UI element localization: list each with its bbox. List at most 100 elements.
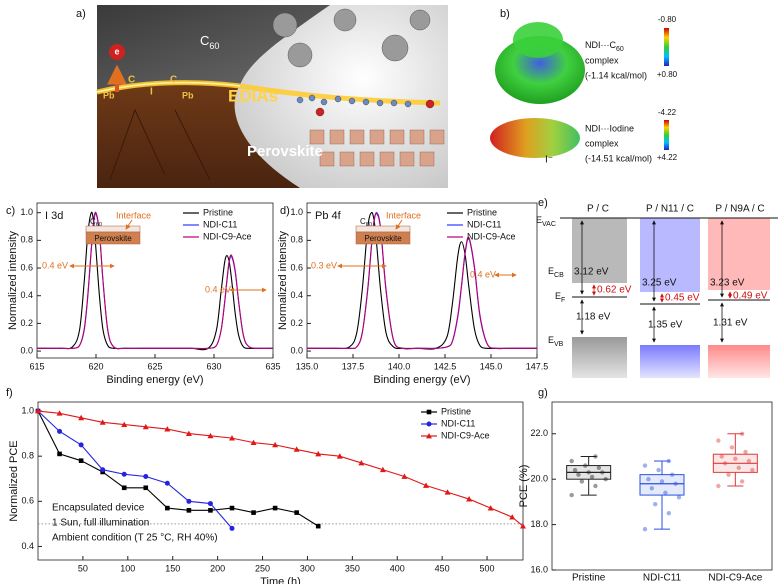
- esp-surface: [495, 36, 585, 104]
- data-point: [579, 479, 585, 484]
- scale-label: +0.80: [657, 70, 678, 79]
- edia-chain: [296, 94, 435, 117]
- annotation: 0.4 eV: [42, 260, 68, 270]
- marker: [293, 446, 300, 452]
- data-point: [722, 461, 728, 466]
- marker: [142, 423, 149, 430]
- interface-line: [96, 81, 241, 93]
- inset-layer-label: C60: [90, 217, 102, 228]
- inset-layer-label: C60: [360, 217, 372, 228]
- vb-block: [640, 345, 700, 378]
- data-point: [746, 458, 752, 464]
- data-point: [716, 483, 721, 489]
- x-tick-label: 145.0: [480, 361, 503, 371]
- series-line: [37, 410, 319, 527]
- red-arrows: [592, 284, 732, 303]
- marker: [121, 421, 128, 427]
- plot-frame: [551, 401, 773, 571]
- marker: [315, 523, 321, 529]
- marker: [466, 496, 473, 502]
- inset-label: Interface: [116, 210, 151, 220]
- esp-surface: [490, 118, 580, 158]
- marker: [186, 498, 192, 504]
- x-tick-label: 142.5: [434, 361, 457, 371]
- x-axis-title: Time (h): [260, 576, 301, 584]
- c60-label: C60: [200, 33, 219, 51]
- energy-value: 3.23 eV: [710, 278, 745, 289]
- panel-label: f): [6, 387, 13, 399]
- marker: [56, 410, 63, 416]
- legend-label: NDI-C9-Ace: [203, 231, 252, 241]
- level-sub: F: [561, 297, 565, 304]
- column-label: P / N11 / C: [646, 204, 694, 215]
- electron: [109, 44, 125, 60]
- data-point: [666, 511, 671, 516]
- data-point: [719, 454, 724, 459]
- energy-offset: 0.49 eV: [733, 291, 768, 302]
- y-tick-label: 22.0: [530, 428, 548, 438]
- esp-text: (-1.14 kcal/mol): [585, 70, 647, 80]
- grain-boundary: [109, 108, 211, 181]
- data-point: [733, 456, 738, 461]
- y-tick-label: 0.4: [21, 541, 34, 551]
- marker: [57, 451, 62, 457]
- marker: [358, 459, 365, 466]
- energy-value: 1.31 eV: [713, 318, 748, 329]
- c60-region: [97, 5, 330, 90]
- marker: [185, 430, 192, 436]
- data-point: [750, 467, 755, 473]
- y-tick-label: 20.0: [530, 474, 548, 484]
- data-point: [716, 438, 721, 443]
- data-point: [663, 490, 668, 496]
- data-point: [659, 479, 665, 484]
- c60-main: C: [200, 33, 209, 48]
- chart-title: I 3d: [45, 210, 63, 222]
- marker: [207, 432, 214, 439]
- data-point: [739, 479, 745, 484]
- x-tick-label: 500: [480, 563, 495, 573]
- y-tick-label: 0.8: [20, 235, 33, 245]
- marker: [401, 473, 408, 479]
- marker: [229, 435, 235, 441]
- data-point: [596, 465, 602, 471]
- annotation: Encapsulated device: [52, 503, 145, 514]
- esp-text: NDI···C60: [585, 40, 624, 53]
- y-tick-label: 18.0: [530, 519, 548, 529]
- marker: [57, 428, 63, 434]
- x-tick-label: 100: [120, 563, 135, 573]
- inset-arrow: [395, 219, 403, 230]
- esp-text-sub: 60: [616, 46, 624, 53]
- y-tick-label: 0.8: [21, 451, 34, 461]
- scale-label: -4.22: [658, 108, 677, 117]
- x-tick-label: 350: [345, 563, 360, 573]
- panel-label: c): [6, 205, 15, 217]
- data-point: [743, 449, 748, 455]
- legend-label: NDI-C11: [467, 219, 501, 229]
- marker: [143, 485, 149, 491]
- y-tick-label: 0.0: [20, 345, 33, 355]
- atom-labels: Pb C I C Pb: [103, 75, 194, 101]
- data-point: [673, 481, 678, 486]
- data-point: [569, 492, 574, 498]
- inset-perovskite-layer: [355, 231, 411, 245]
- panel-label: e): [538, 197, 548, 209]
- y-tick-label: 0.6: [20, 262, 33, 272]
- atom-label: I: [150, 87, 153, 98]
- data-point: [729, 445, 735, 450]
- scale-label: +4.22: [657, 153, 678, 162]
- marker: [78, 414, 85, 421]
- esp-text: NDI···Iodine: [585, 123, 634, 133]
- marker: [251, 510, 256, 515]
- data-point: [603, 476, 608, 482]
- x-tick-label: 250: [255, 563, 270, 573]
- data-point: [642, 463, 648, 468]
- annotation: 0.4 eV: [205, 284, 231, 294]
- marker: [294, 510, 299, 515]
- data-point: [653, 501, 658, 507]
- level-sub: VAC: [542, 221, 556, 228]
- level-main: E: [555, 291, 561, 301]
- x-tick-label: 615: [29, 361, 44, 371]
- data-point: [593, 483, 598, 489]
- marker: [207, 501, 213, 507]
- annotation: 0.4 eV: [470, 269, 496, 279]
